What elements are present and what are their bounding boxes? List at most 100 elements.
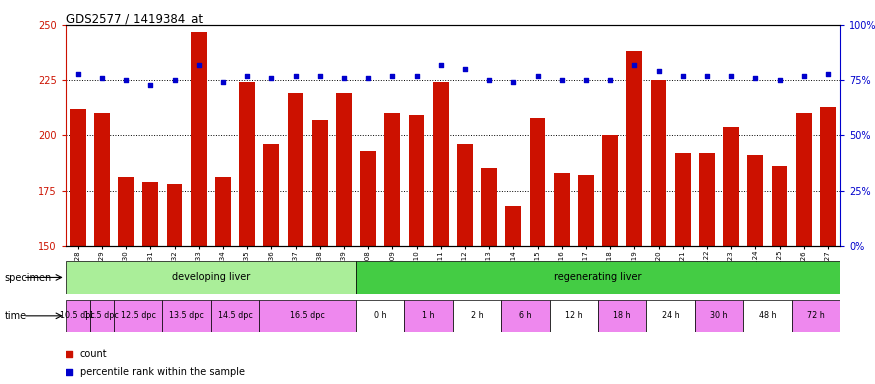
Point [700, 73, 714, 79]
Text: GDS2577 / 1419384_at: GDS2577 / 1419384_at [66, 12, 203, 25]
Bar [114, 300, 163, 332]
Bar [336, 93, 352, 246]
Point [192, 61, 206, 68]
Bar [409, 116, 424, 246]
Text: 16.5 dpc: 16.5 dpc [290, 311, 325, 320]
Bar [578, 175, 594, 246]
Bar [501, 300, 550, 332]
Text: 72 h: 72 h [807, 311, 824, 320]
Bar [211, 300, 259, 332]
Point [652, 68, 666, 74]
Point [579, 77, 593, 83]
Bar [647, 300, 695, 332]
Bar [481, 169, 497, 246]
Bar [360, 151, 376, 246]
Bar [66, 261, 356, 294]
Point [821, 71, 835, 77]
Bar [626, 51, 642, 246]
Bar [163, 300, 211, 332]
Point [530, 73, 544, 79]
Point [167, 77, 181, 83]
Text: 14.5 dpc: 14.5 dpc [218, 311, 253, 320]
Point [264, 75, 278, 81]
Point [773, 77, 787, 83]
Bar [602, 135, 618, 246]
Bar [90, 300, 114, 332]
Text: 6 h: 6 h [519, 311, 532, 320]
Point [603, 77, 617, 83]
Text: 13.5 dpc: 13.5 dpc [169, 311, 204, 320]
Point [71, 71, 85, 77]
Text: 24 h: 24 h [662, 311, 679, 320]
Text: 30 h: 30 h [710, 311, 728, 320]
Text: 1 h: 1 h [423, 311, 435, 320]
Bar [598, 300, 647, 332]
Point [337, 75, 351, 81]
Bar [724, 126, 739, 246]
Point [458, 66, 472, 72]
Point [724, 73, 738, 79]
Bar [433, 82, 449, 246]
Point [410, 73, 423, 79]
Point [94, 75, 108, 81]
Text: 11.5 dpc: 11.5 dpc [85, 311, 119, 320]
Bar [820, 107, 836, 246]
Bar [143, 182, 158, 246]
Bar [529, 118, 545, 246]
Bar [70, 109, 86, 246]
Bar [384, 113, 400, 246]
Bar [94, 113, 109, 246]
Bar [118, 177, 134, 246]
Text: 18 h: 18 h [613, 311, 631, 320]
Point [555, 77, 569, 83]
Bar [695, 300, 743, 332]
Point [507, 79, 521, 86]
Point [434, 61, 448, 68]
Point [627, 61, 641, 68]
Point [119, 77, 133, 83]
Bar [453, 300, 501, 332]
Bar [675, 153, 690, 246]
Point [482, 77, 496, 83]
Bar [263, 144, 279, 246]
Bar [215, 177, 231, 246]
Text: 10.5 dpc: 10.5 dpc [60, 311, 95, 320]
Text: 12.5 dpc: 12.5 dpc [121, 311, 156, 320]
Point [797, 73, 811, 79]
Bar [66, 300, 90, 332]
Point [481, 124, 495, 130]
Point [312, 73, 326, 79]
Point [144, 81, 158, 88]
Bar [312, 120, 327, 246]
Bar [550, 300, 598, 332]
Bar [772, 166, 788, 246]
Bar [506, 206, 522, 246]
Text: 2 h: 2 h [471, 311, 483, 320]
Bar [792, 300, 840, 332]
Bar [457, 144, 472, 246]
Point [676, 73, 690, 79]
Bar [259, 300, 356, 332]
Point [240, 73, 254, 79]
Bar [239, 82, 255, 246]
Text: time: time [4, 311, 26, 321]
Text: 48 h: 48 h [759, 311, 776, 320]
Text: count: count [80, 349, 108, 359]
Bar [554, 173, 570, 246]
Bar [166, 184, 182, 246]
Text: 0 h: 0 h [374, 311, 387, 320]
Bar [651, 80, 667, 246]
Bar [699, 153, 715, 246]
Point [481, 281, 495, 287]
Point [385, 73, 399, 79]
Point [361, 75, 375, 81]
Text: 12 h: 12 h [565, 311, 583, 320]
Text: regenerating liver: regenerating liver [554, 272, 641, 283]
Bar [191, 31, 206, 246]
Point [289, 73, 303, 79]
Bar [743, 300, 792, 332]
Text: percentile rank within the sample: percentile rank within the sample [80, 366, 245, 377]
Bar [356, 261, 840, 294]
Text: developing liver: developing liver [172, 272, 250, 283]
Point [748, 75, 762, 81]
